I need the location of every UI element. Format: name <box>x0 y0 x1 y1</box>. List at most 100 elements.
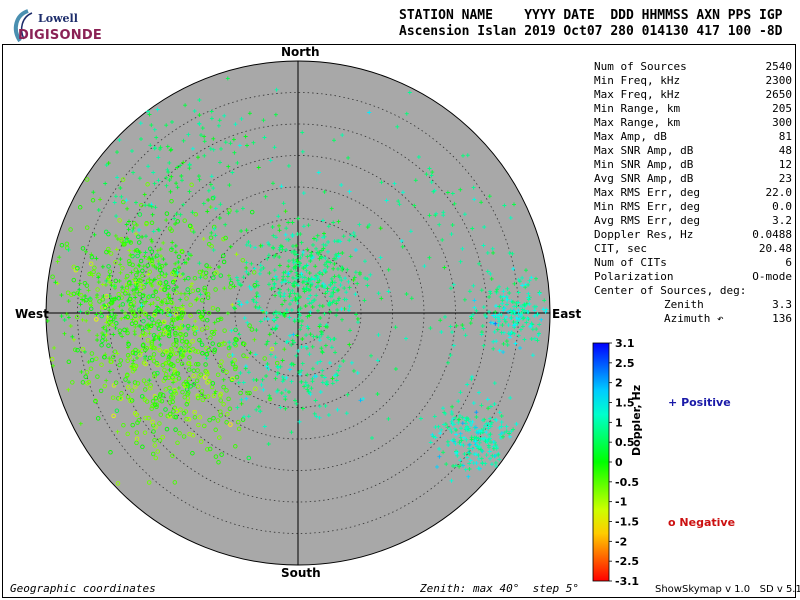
source-point-positive <box>197 261 202 266</box>
source-point-positive <box>187 162 192 167</box>
source-point-positive <box>130 149 134 153</box>
source-point-positive <box>139 303 144 308</box>
colorbar-label: Doppler, Hz <box>630 384 643 456</box>
source-point-positive <box>336 273 341 278</box>
source-point-negative <box>197 374 202 379</box>
source-point-positive <box>507 434 512 439</box>
source-point-positive <box>363 259 367 264</box>
source-point-positive <box>189 253 193 258</box>
source-point-positive <box>267 393 272 398</box>
source-point-positive <box>534 304 538 309</box>
source-point-positive <box>471 461 476 466</box>
source-point-positive <box>334 378 339 383</box>
source-point-positive <box>329 276 334 281</box>
source-point-positive <box>146 322 151 327</box>
source-point-positive <box>95 333 100 338</box>
source-point-positive <box>87 328 91 333</box>
source-point-negative <box>150 399 156 404</box>
source-point-negative <box>97 299 102 304</box>
source-point-positive <box>430 170 435 175</box>
source-point-positive <box>477 440 482 445</box>
source-point-positive <box>298 272 303 277</box>
source-point-positive <box>193 319 198 324</box>
source-point-positive <box>490 462 494 467</box>
source-point-positive <box>525 316 530 321</box>
source-point-positive <box>107 369 112 374</box>
source-point-positive <box>230 352 235 357</box>
source-point-negative <box>84 225 90 230</box>
source-point-positive <box>353 248 358 252</box>
source-point-positive <box>197 113 202 117</box>
source-point-positive <box>393 325 398 330</box>
source-point-positive <box>190 146 195 151</box>
source-point-positive <box>445 190 450 195</box>
source-point-positive <box>495 327 500 332</box>
source-point-positive <box>338 283 343 288</box>
stats-value: O-mode <box>752 270 792 283</box>
source-point-positive <box>386 416 391 421</box>
source-point-positive <box>173 261 178 266</box>
source-point-positive <box>467 446 472 451</box>
source-point-negative <box>119 236 124 242</box>
source-point-negative <box>69 292 74 298</box>
source-point-negative <box>221 259 227 265</box>
source-point-positive <box>285 237 289 242</box>
source-point-positive <box>290 232 295 237</box>
source-point-positive <box>518 327 523 332</box>
source-point-positive <box>125 206 130 211</box>
source-point-positive <box>332 280 337 285</box>
source-point-positive <box>541 307 546 312</box>
source-point-positive <box>155 107 160 112</box>
stats-label: Zenith <box>664 298 704 311</box>
source-point-positive <box>159 254 163 259</box>
source-point-negative <box>135 253 140 259</box>
source-point-positive <box>186 132 191 137</box>
source-point-positive <box>62 318 67 322</box>
source-point-positive <box>143 250 148 255</box>
source-point-positive <box>137 315 142 320</box>
source-point-positive <box>131 277 136 282</box>
source-point-positive <box>152 288 157 293</box>
source-point-positive <box>300 149 305 154</box>
source-point-negative <box>192 275 198 281</box>
footer-version: ShowSkymap v 1.0 SD v 5.1 <box>655 584 800 595</box>
source-point-positive <box>441 450 446 455</box>
source-point-positive <box>442 422 447 427</box>
source-point-positive <box>212 195 217 200</box>
source-point-negative <box>133 320 139 326</box>
source-point-positive <box>110 318 115 323</box>
source-point-positive <box>467 451 472 456</box>
stats-label: Max SNR Amp, dB <box>594 144 694 157</box>
source-point-positive <box>457 417 462 422</box>
source-point-positive <box>437 222 442 227</box>
source-point-positive <box>51 363 56 368</box>
source-point-positive <box>513 341 518 346</box>
source-point-positive <box>348 254 353 259</box>
source-point-positive <box>462 212 467 217</box>
source-point-negative <box>108 450 113 455</box>
source-point-positive <box>293 264 298 269</box>
source-point-positive <box>370 436 374 440</box>
source-point-positive <box>479 448 484 453</box>
source-point-positive <box>476 466 481 471</box>
source-point-positive <box>283 232 288 237</box>
source-point-positive <box>458 442 463 447</box>
source-point-positive <box>474 410 479 415</box>
source-point-positive <box>190 210 195 215</box>
source-point-positive <box>134 231 138 236</box>
stats-value: 300 <box>772 116 792 129</box>
source-point-positive <box>274 315 279 320</box>
source-point-positive <box>271 181 275 186</box>
source-point-positive <box>499 414 504 418</box>
source-point-positive <box>368 272 373 277</box>
source-point-negative <box>154 402 159 407</box>
source-point-positive <box>491 313 496 318</box>
source-point-positive <box>471 185 476 190</box>
source-point-positive <box>226 164 231 169</box>
source-point-positive <box>152 146 157 151</box>
source-point-negative <box>173 427 178 432</box>
source-point-positive <box>336 266 340 271</box>
source-point-positive <box>409 296 414 301</box>
source-point-positive <box>477 445 482 449</box>
source-point-positive <box>66 299 71 304</box>
